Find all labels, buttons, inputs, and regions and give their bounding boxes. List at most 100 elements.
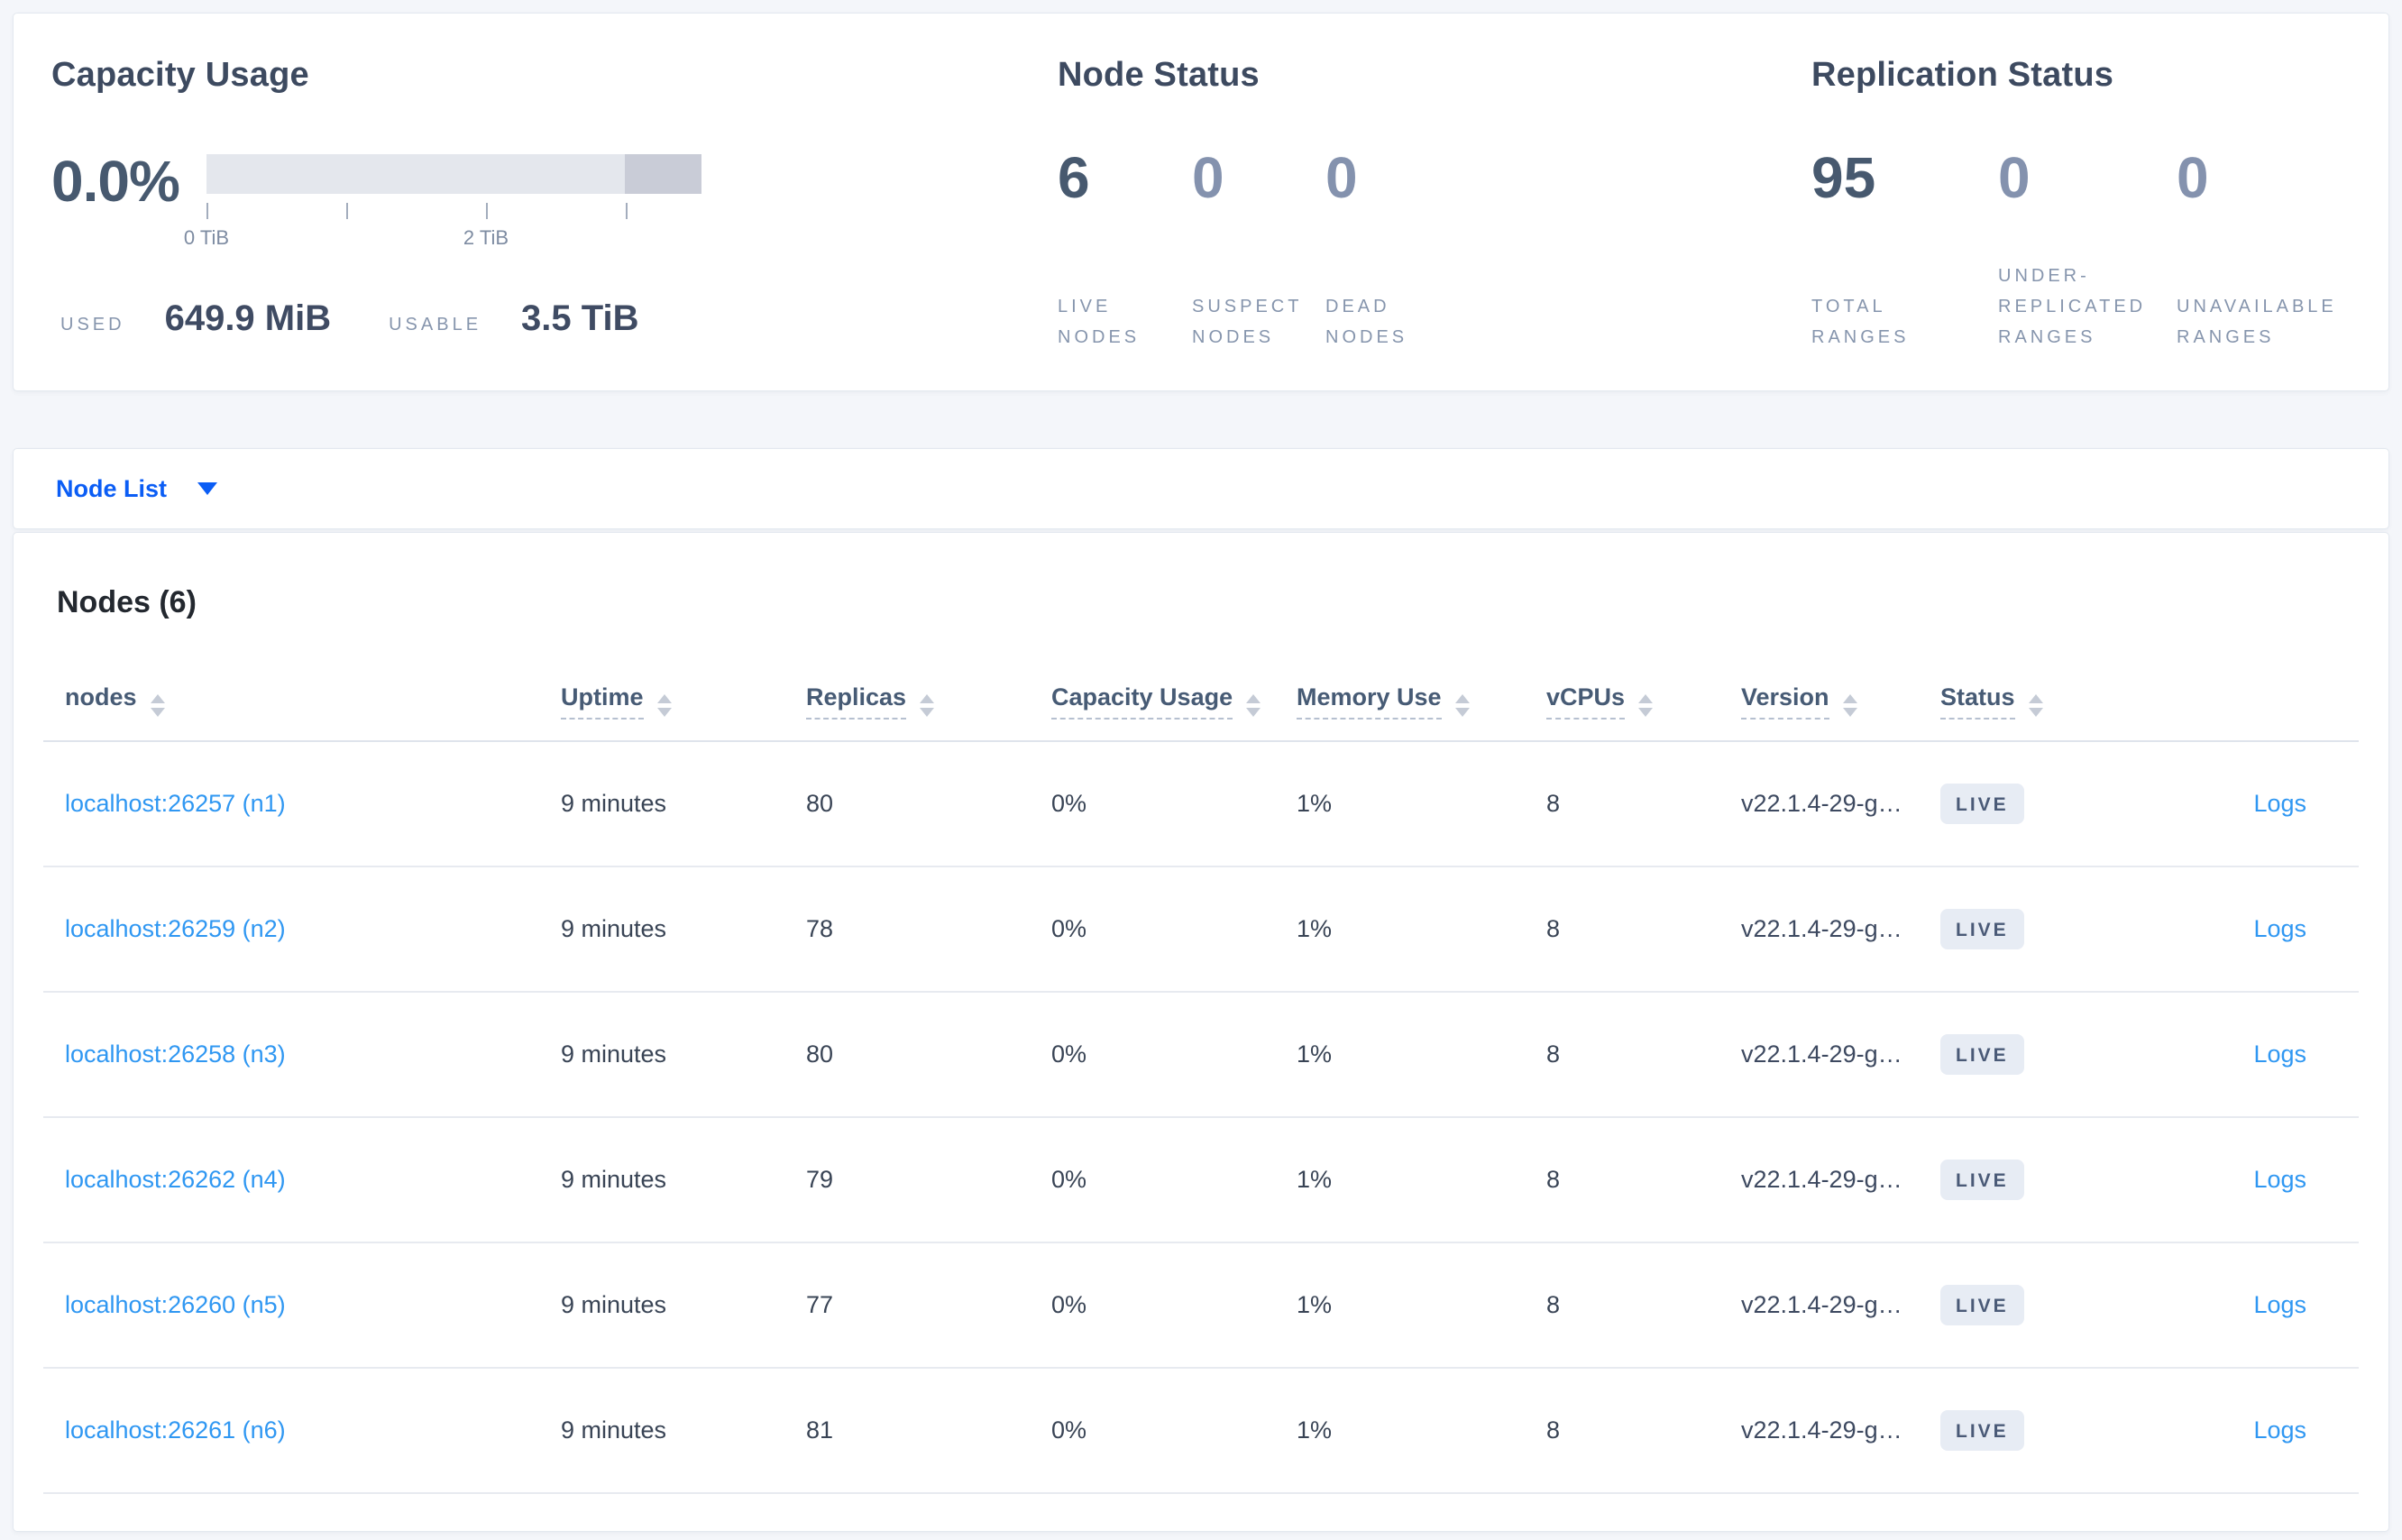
logs-link[interactable]: Logs (2253, 1166, 2306, 1193)
logs-link[interactable]: Logs (2253, 790, 2306, 817)
sort-icon[interactable] (1246, 694, 1261, 717)
node-link[interactable]: localhost:26262 (n4) (65, 1166, 286, 1193)
capacity-bar-chart: 0 TiB 2 TiB (184, 152, 701, 253)
sort-icon[interactable] (920, 694, 935, 717)
unavailable-ranges-value: 0 (2177, 145, 2209, 210)
sort-icon[interactable] (1638, 694, 1654, 717)
capacity-bar (206, 154, 701, 194)
capacity-tick-label-0: 0 TiB (183, 226, 230, 249)
capacity-usage-cell: 0% (1051, 1242, 1297, 1369)
suspect-nodes-value: 0 (1192, 145, 1224, 210)
uptime-cell: 9 minutes (561, 866, 806, 993)
status-badge: LIVE (1940, 1410, 2024, 1451)
node-link[interactable]: localhost:26258 (n3) (65, 1040, 286, 1068)
replicas-cell: 77 (806, 1242, 1051, 1369)
replicas-cell: 78 (806, 866, 1051, 993)
under-replicated-ranges-label: UNDER-REPLICATED RANGES (1998, 266, 2147, 347)
logs-link[interactable]: Logs (2253, 1291, 2306, 1318)
node-link[interactable]: localhost:26261 (n6) (65, 1416, 286, 1444)
capacity-usage-section: Capacity Usage 0.0% 0 TiB 2 TiB (51, 53, 701, 339)
vcpus-cell: 8 (1546, 866, 1741, 993)
nodes-heading: Nodes (6) (57, 585, 197, 619)
total-ranges-stat: 95 TOTAL RANGES (1811, 147, 1998, 353)
capacity-tick-label-2: 2 TiB (463, 226, 509, 249)
logs-link[interactable]: Logs (2253, 1416, 2306, 1444)
used-label: USED (60, 315, 125, 335)
node-list-dropdown-label: Node List (56, 474, 168, 502)
col-header-memory-use[interactable]: Memory Use (1297, 683, 1442, 720)
status-badge: LIVE (1940, 1285, 2024, 1325)
chevron-down-icon (197, 482, 218, 495)
live-nodes-value: 6 (1058, 145, 1090, 210)
node-link[interactable]: localhost:26260 (n5) (65, 1291, 286, 1318)
uptime-cell: 9 minutes (561, 1117, 806, 1243)
uptime-cell: 9 minutes (561, 741, 806, 867)
node-status-title: Node Status (1058, 56, 1260, 94)
sort-icon[interactable] (1454, 694, 1470, 717)
status-badge: LIVE (1940, 909, 2024, 949)
memory-use-cell: 1% (1297, 741, 1546, 867)
version-cell: v22.1.4-29-g… (1741, 1368, 1940, 1494)
replicas-cell: 80 (806, 992, 1051, 1118)
capacity-axis-ticks (206, 203, 701, 219)
memory-use-cell: 1% (1297, 992, 1546, 1118)
col-header-replicas[interactable]: Replicas (806, 683, 907, 720)
node-list-dropdown[interactable]: Node List (56, 474, 218, 503)
capacity-usage-cell: 0% (1051, 1368, 1297, 1494)
table-row: localhost:26261 (n6) 9 minutes 81 0% 1% … (43, 1368, 2359, 1494)
table-row: localhost:26260 (n5) 9 minutes 77 0% 1% … (43, 1242, 2359, 1369)
uptime-cell: 9 minutes (561, 1242, 806, 1369)
replicas-cell: 79 (806, 1117, 1051, 1243)
dead-nodes-value: 0 (1325, 145, 1358, 210)
col-header-status[interactable]: Status (1940, 683, 2015, 720)
suspect-nodes-stat: 0 SUSPECT NODES (1192, 147, 1325, 353)
dead-nodes-label: DEAD NODES (1325, 297, 1408, 347)
table-row: localhost:26258 (n3) 9 minutes 80 0% 1% … (43, 992, 2359, 1118)
vcpus-cell: 8 (1546, 992, 1741, 1118)
col-header-version[interactable]: Version (1741, 683, 1829, 720)
status-badge: LIVE (1940, 1160, 2024, 1200)
node-link[interactable]: localhost:26259 (n2) (65, 915, 286, 942)
capacity-usage-cell: 0% (1051, 866, 1297, 993)
memory-use-cell: 1% (1297, 866, 1546, 993)
col-header-uptime[interactable]: Uptime (561, 683, 644, 720)
logs-link[interactable]: Logs (2253, 1040, 2306, 1068)
memory-use-cell: 1% (1297, 1242, 1546, 1369)
capacity-bar-nonusable-segment (625, 154, 701, 194)
status-badge: LIVE (1940, 1034, 2024, 1075)
sort-icon[interactable] (656, 694, 672, 717)
capacity-usage-cell: 0% (1051, 1117, 1297, 1243)
memory-use-cell: 1% (1297, 1117, 1546, 1243)
version-cell: v22.1.4-29-g… (1741, 741, 1940, 867)
usable-label: USABLE (389, 315, 482, 335)
col-header-capacity-usage[interactable]: Capacity Usage (1051, 683, 1233, 720)
usable-value: 3.5 TiB (521, 298, 639, 338)
sort-icon[interactable] (1842, 694, 1857, 717)
view-selector-bar: Node List (13, 448, 2389, 529)
vcpus-cell: 8 (1546, 741, 1741, 867)
total-ranges-label: TOTAL RANGES (1811, 297, 1910, 347)
node-status-section: Node Status 6 LIVE NODES 0 SUSPECT NODES… (1058, 53, 1479, 353)
replicas-cell: 80 (806, 741, 1051, 867)
unavailable-ranges-stat: 0 UNAVAILABLE RANGES (2177, 147, 2375, 353)
col-header-vcpus[interactable]: vCPUs (1546, 683, 1626, 720)
capacity-usage-cell: 0% (1051, 992, 1297, 1118)
node-link[interactable]: localhost:26257 (n1) (65, 790, 286, 817)
version-cell: v22.1.4-29-g… (1741, 866, 1940, 993)
vcpus-cell: 8 (1546, 1117, 1741, 1243)
live-nodes-stat: 6 LIVE NODES (1058, 147, 1192, 353)
logs-link[interactable]: Logs (2253, 915, 2306, 942)
replication-status-section: Replication Status 95 TOTAL RANGES 0 UND… (1811, 53, 2375, 353)
nodes-card: Nodes (6) nodes Uptime Replicas Capacity… (13, 532, 2389, 1532)
sort-icon[interactable] (2028, 694, 2043, 717)
capacity-usage-cell: 0% (1051, 741, 1297, 867)
vcpus-cell: 8 (1546, 1368, 1741, 1494)
col-header-nodes[interactable]: nodes (65, 683, 137, 710)
table-row: localhost:26257 (n1) 9 minutes 80 0% 1% … (43, 741, 2359, 867)
capacity-percent: 0.0% (51, 149, 180, 214)
replicas-cell: 81 (806, 1368, 1051, 1494)
memory-use-cell: 1% (1297, 1368, 1546, 1494)
capacity-usage-title: Capacity Usage (51, 56, 309, 94)
sort-icon[interactable] (150, 694, 165, 717)
dead-nodes-stat: 0 DEAD NODES (1325, 147, 1479, 353)
